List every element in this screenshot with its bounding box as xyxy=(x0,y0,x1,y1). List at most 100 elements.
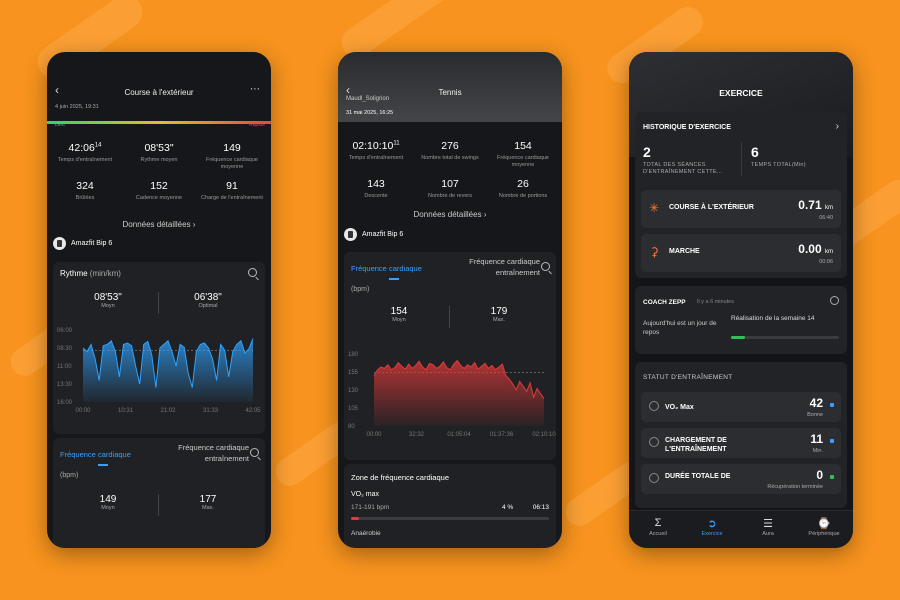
coach-icon[interactable] xyxy=(830,296,839,305)
y-tick-label: 06:00 xyxy=(57,328,73,334)
stat-cadence: 152 Cadence moyenne xyxy=(135,180,183,201)
nav-home[interactable]: Σ Accueil xyxy=(633,517,683,537)
series-line xyxy=(82,338,254,388)
status-recovery[interactable]: DURÉE TOTALE DE 0 Récupération terminée xyxy=(641,464,841,494)
stat-avg-hr: 154 Fréquence cardiaque moyenne xyxy=(497,140,549,168)
divider xyxy=(449,306,450,328)
x-tick-label: 01:37:36 xyxy=(490,432,514,438)
y-tick-label: 180 xyxy=(348,352,359,358)
y-tick-label: 80 xyxy=(348,424,355,430)
series-line xyxy=(373,359,545,399)
zoom-icon[interactable] xyxy=(248,268,257,277)
fast-label: Rapide xyxy=(249,122,265,128)
tab-heart-rate[interactable]: Fréquence cardiaque xyxy=(60,450,131,459)
page-title: Tennis xyxy=(438,88,462,97)
zone-title: Zone de fréquence cardiaque xyxy=(351,473,449,482)
location-label: Maudl_Soligrion xyxy=(346,96,390,102)
back-icon[interactable]: ‹ xyxy=(55,83,59,97)
chevron-right-icon[interactable]: › xyxy=(835,121,839,132)
stat-total-swings: 276 Nombre total de swings xyxy=(421,140,479,161)
zone-percent: 4 % xyxy=(502,504,514,511)
y-tick-label: 16:00 xyxy=(57,400,73,406)
sessions-label: TOTAL DES SÉANCES D'ENTRAÎNEMENT CETTE..… xyxy=(643,162,723,175)
y-tick-label: 105 xyxy=(348,406,359,412)
divider xyxy=(158,292,159,314)
zone-range: 171-191 bpm xyxy=(351,504,390,511)
zone-name: VO₂ max xyxy=(351,491,379,498)
phone-tennis: ‹ Tennis Maudl_Soligrion 31 mai 2025, 16… xyxy=(338,52,562,548)
x-tick-label: 01:05:04 xyxy=(447,432,471,438)
tab-indicator xyxy=(389,278,399,280)
history-card: HISTORIQUE D'EXERCICE › 2 TOTAL DES SÉAN… xyxy=(635,112,847,278)
tab-training-hr[interactable]: Fréquence cardiaque entraînement xyxy=(469,257,540,277)
x-tick-label: 32:32 xyxy=(409,432,425,438)
vo2-icon xyxy=(649,401,659,411)
device-row: Amazfit Bip 6 xyxy=(344,228,403,241)
zoom-icon[interactable] xyxy=(250,448,259,457)
pace-title: Rythme (min/km) xyxy=(60,269,121,278)
runner-icon: ➲ xyxy=(707,518,717,530)
time-value: 6 xyxy=(751,144,759,160)
bottom-nav: Σ Accueil ➲ Exercice ☰ Aura ⌚ Périphérique xyxy=(629,510,853,548)
coach-week: Réalisation de la semaine 14 xyxy=(731,315,815,322)
sigma-icon: Σ xyxy=(654,517,662,529)
nav-device[interactable]: ⌚ Périphérique xyxy=(799,517,849,537)
stat-training-load: 91 Charge de l'entraînement xyxy=(201,180,263,201)
workout-date: 31 mai 2025, 16:25 xyxy=(346,110,394,116)
hr-zone-card: Zone de fréquence cardiaque VO₂ max 171-… xyxy=(344,464,556,548)
y-tick-label: 155 xyxy=(348,370,359,376)
y-tick-label: 08:30 xyxy=(57,346,73,352)
slow-label: Lent xyxy=(55,122,65,128)
pace-card: Rythme (min/km) 08'53" Moyn 06'38" Optimal… xyxy=(53,262,265,434)
status-dot xyxy=(830,475,834,479)
zoom-icon[interactable] xyxy=(541,262,550,271)
back-icon[interactable]: ‹ xyxy=(346,83,350,97)
tab-heart-rate[interactable]: Fréquence cardiaque xyxy=(351,264,422,273)
map-header xyxy=(338,52,562,122)
x-tick-label: 21:02 xyxy=(160,408,176,414)
bpm-unit: (bpm) xyxy=(60,472,79,479)
watch-icon: ⌚ xyxy=(817,518,831,530)
load-icon xyxy=(649,437,659,447)
y-tick-label: 130 xyxy=(348,388,359,394)
sessions-value: 2 xyxy=(643,144,651,160)
page-title: EXERCICE xyxy=(719,88,763,98)
hr-avg: 149 Moyn xyxy=(99,494,117,511)
nav-exercise[interactable]: ➲ Exercice xyxy=(687,517,737,537)
detailed-data-link[interactable]: Données détaillées › xyxy=(122,220,196,229)
coach-card[interactable]: COACH ZEPP Il y a 6 minutes Aujourd'hui … xyxy=(635,286,847,354)
y-tick-label: 13:30 xyxy=(57,382,73,388)
walking-icon: ⚳ xyxy=(650,245,659,259)
activity-walk[interactable]: ⚳ MARCHE 0.00 km 00:06 xyxy=(641,234,841,272)
running-icon: ✳ xyxy=(649,201,660,215)
nav-aura[interactable]: ☰ Aura xyxy=(743,517,793,537)
stat-training-time: 42:0614 Temps d'entraînement xyxy=(57,142,113,163)
stat-avg-hr: 149 Fréquence cardiaque moyenne xyxy=(206,142,258,170)
bpm-unit: (bpm) xyxy=(351,286,370,293)
more-icon[interactable]: ⋯ xyxy=(250,84,261,95)
status-dot xyxy=(830,439,834,443)
watch-icon xyxy=(53,237,66,250)
tab-training-hr[interactable]: Fréquence cardiaque entraînement xyxy=(178,443,249,463)
activity-outdoor-run[interactable]: ✳ COURSE À L'EXTÉRIEUR 0.71 km 06:40 xyxy=(641,190,841,228)
x-tick-label: 31:33 xyxy=(203,408,219,414)
status-vo2max[interactable]: VO₂ Max 42 Bonne xyxy=(641,392,841,422)
status-training-load[interactable]: CHARGEMENT DE L'ENTRAÎNEMENT 11 Min. xyxy=(641,428,841,458)
coach-time: Il y a 6 minutes xyxy=(697,299,734,305)
zone-time: 06:13 xyxy=(532,504,549,511)
hr-card: Fréquence cardiaque Fréquence cardiaque … xyxy=(344,252,556,460)
x-tick-label: 02:10:10 xyxy=(532,432,556,438)
watch-icon xyxy=(344,228,357,241)
stat-calories: 324 Brûlées xyxy=(75,180,95,201)
hr-avg: 154 Moyn xyxy=(390,306,408,323)
detailed-data-link[interactable]: Données détaillées › xyxy=(413,210,487,219)
hr-chart[interactable]: 180 155 130 105 80 00:00 32:32 01:05:04 01:37:36… xyxy=(344,348,556,448)
zone-next: Anaérobie xyxy=(351,530,381,537)
hr-card: Fréquence cardiaque Fréquence cardiaque … xyxy=(53,438,265,548)
divider xyxy=(741,142,742,176)
header: ‹ Tennis xyxy=(338,52,562,102)
stat-avg-pace: 08'53" Rythme moyen xyxy=(140,142,178,163)
zone-progress-fill xyxy=(351,517,359,520)
device-row: Amazfit Bip 6 xyxy=(53,237,112,250)
